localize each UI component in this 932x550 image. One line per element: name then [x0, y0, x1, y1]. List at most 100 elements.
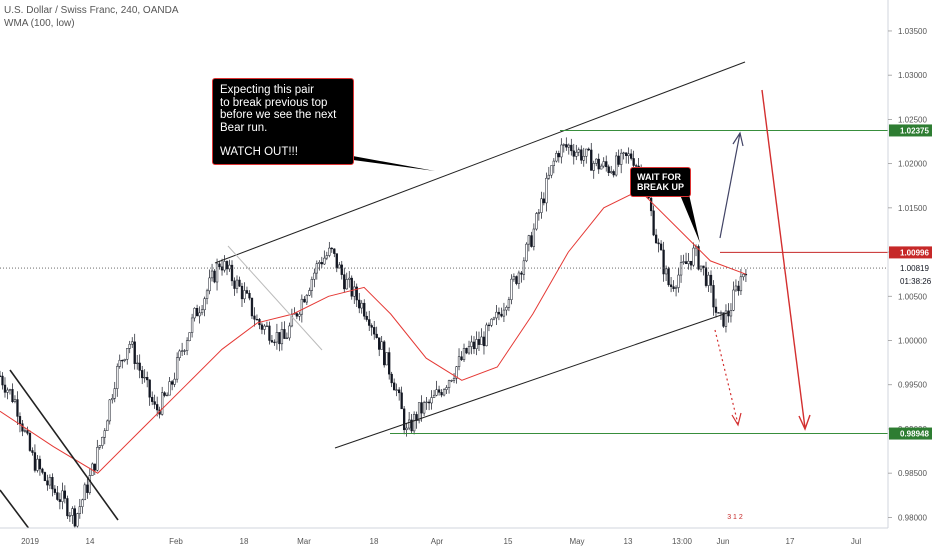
candle-body — [580, 149, 583, 161]
candle-body — [527, 235, 531, 245]
y-tick-label: 1.03000 — [898, 71, 927, 80]
candle-body — [41, 468, 44, 473]
candle-body — [585, 148, 588, 157]
candle-body — [393, 382, 396, 391]
candle-body — [13, 399, 17, 402]
candle-body — [547, 174, 550, 179]
candle-body — [161, 392, 164, 415]
candle-body — [358, 299, 361, 309]
candle-body — [689, 260, 693, 266]
candle-body — [313, 272, 316, 280]
candle-body — [380, 341, 383, 350]
candle-body — [190, 317, 194, 333]
candle-body — [420, 402, 423, 414]
annotation-line: Bear run. — [220, 121, 268, 134]
candle-body — [345, 279, 348, 290]
candle-body — [744, 273, 748, 276]
candle-body — [68, 515, 72, 517]
price-label-box — [889, 427, 932, 440]
candle-body — [520, 272, 523, 275]
candle-body — [395, 389, 398, 391]
candle-body — [462, 348, 466, 361]
candle-body — [315, 263, 318, 274]
candle-body — [652, 210, 655, 236]
candle-body — [385, 352, 388, 366]
price-label-box — [889, 262, 932, 275]
x-tick-label: 17 — [786, 537, 795, 546]
candle-body — [16, 399, 19, 417]
candle-body — [133, 341, 136, 364]
candle-body — [238, 279, 241, 287]
candle-body — [295, 313, 299, 317]
candle-body — [440, 392, 443, 396]
candle-body — [270, 340, 274, 343]
candle-body — [328, 247, 331, 256]
candle-body — [200, 309, 204, 314]
candle-body — [245, 290, 249, 294]
candle-body — [263, 325, 266, 330]
candle-body — [228, 264, 231, 270]
time-axis: 2019 14 Feb 18 Mar 18 Apr 15 May 13 13:00 Jun 17 Jul — [0, 527, 932, 550]
candle-body — [360, 302, 363, 309]
candle-body — [28, 432, 32, 451]
candle-body — [275, 332, 279, 343]
candle-body — [575, 151, 578, 157]
symbol-title: U.S. Dollar / Swiss Franc, 240, OANDA — [4, 5, 179, 16]
candle-body — [21, 423, 24, 432]
candle-body — [51, 477, 54, 490]
main-annotation[interactable]: Expecting this pair to break previous to… — [212, 78, 354, 165]
candle-body — [6, 389, 9, 393]
candle-body — [210, 270, 214, 279]
candle-body — [36, 458, 39, 471]
y-tick-label: 1.00000 — [898, 337, 927, 346]
y-tick-label: 1.02000 — [898, 160, 927, 169]
candle-body — [472, 341, 476, 350]
candle-body — [320, 262, 323, 265]
indicator-title: WMA (100, low) — [4, 18, 75, 29]
downtrend-line — [9, 369, 119, 521]
candle-body — [31, 450, 34, 453]
price-label-text: 0.98948 — [900, 430, 929, 439]
price-label-text: 01:38:26 — [900, 277, 932, 286]
x-tick-label: 18 — [370, 537, 379, 546]
candle-body — [370, 325, 373, 328]
candle-body — [582, 155, 585, 161]
bear-arrowhead — [798, 414, 811, 431]
candle-body — [457, 356, 461, 367]
candle-body — [128, 343, 131, 349]
candle-body — [141, 370, 144, 379]
candle-body — [260, 324, 264, 330]
candle-body — [255, 319, 259, 321]
candle-body — [477, 339, 481, 345]
x-tick-label: Apr — [431, 537, 444, 546]
candle-body — [33, 452, 37, 471]
candle-body — [335, 253, 338, 269]
candle-body — [507, 299, 511, 308]
candle-body — [437, 389, 441, 393]
candle-body — [622, 152, 625, 154]
candle-body — [318, 262, 321, 264]
candle-body — [168, 381, 171, 396]
candle-body — [692, 247, 695, 266]
candle-body — [220, 266, 224, 271]
candle-body — [684, 261, 688, 265]
candle-body — [600, 165, 603, 170]
candle-body — [355, 286, 358, 301]
candle-body — [310, 279, 313, 291]
candle-body — [677, 274, 680, 288]
candle-body — [555, 153, 558, 162]
candle-body — [26, 430, 29, 434]
candle-body — [682, 261, 685, 263]
callout-pointer — [678, 190, 700, 243]
candle-body — [195, 307, 199, 317]
candle-body — [273, 341, 276, 344]
candle-body — [113, 388, 116, 399]
candle-body — [470, 341, 473, 347]
bear-dotted-arrowhead — [731, 412, 742, 427]
candle-body — [240, 285, 244, 300]
wait-annotation[interactable]: WAIT FOR BREAK UP — [630, 167, 692, 197]
candle-body — [452, 378, 456, 381]
price-axis: 1.035001.030001.025001.020001.015001.010… — [887, 0, 932, 550]
candle-body — [649, 197, 653, 212]
